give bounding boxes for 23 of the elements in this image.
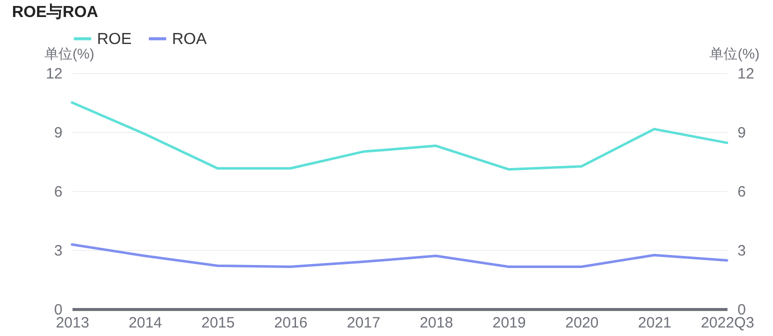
line-series — [70, 101, 728, 171]
line-series — [70, 243, 728, 268]
y2-tick-label: 12 — [738, 66, 754, 82]
x-tick-label: 2019 — [492, 314, 526, 332]
x-tick-label: 2018 — [420, 314, 454, 332]
y-tick-label: 12 — [46, 66, 62, 82]
y2-tick-label: 9 — [738, 124, 746, 142]
x-tick-label: 2017 — [346, 314, 380, 332]
y-tick-label: 9 — [54, 124, 62, 142]
y2-axis-title: 单位(%) — [710, 46, 760, 62]
x-tick-label: 2021 — [638, 314, 672, 332]
legend-label: ROE — [97, 30, 132, 48]
y2-tick-label: 3 — [738, 242, 746, 260]
y-tick-label: 3 — [54, 242, 62, 260]
y2-tick-label: 6 — [738, 184, 746, 200]
x-tick-label: 2015 — [201, 314, 235, 332]
chart-title: ROE与ROA — [12, 3, 99, 21]
legend-label: ROA — [172, 30, 207, 48]
x-tick-label: 2020 — [565, 314, 599, 332]
y-axis-title: 单位(%) — [44, 46, 94, 62]
x-tick-label: 2016 — [274, 314, 308, 332]
x-tick-label: 2014 — [128, 314, 162, 332]
y-tick-label: 6 — [54, 184, 62, 200]
